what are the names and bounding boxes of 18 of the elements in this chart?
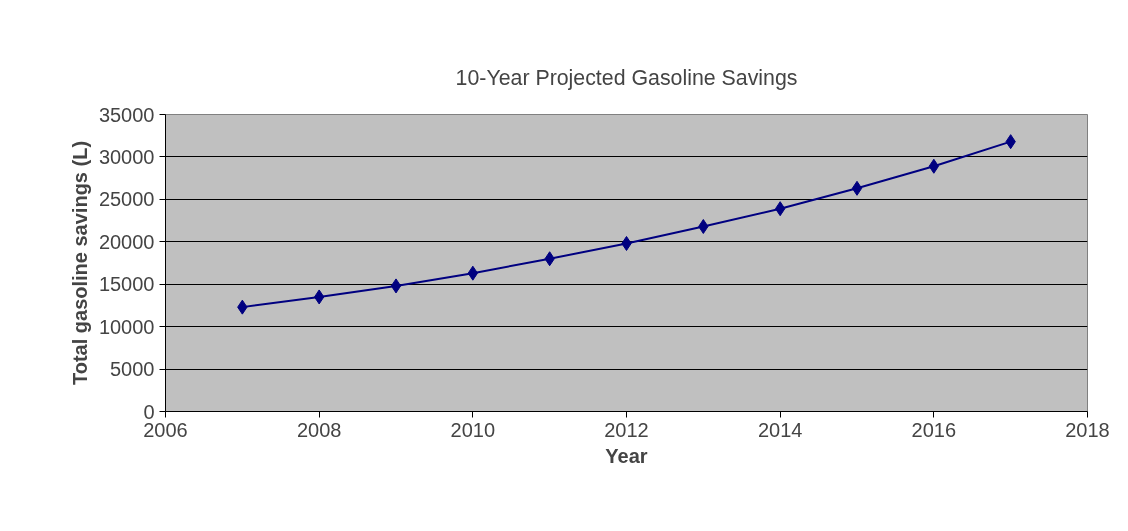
x-tick-label: 2016 (911, 418, 957, 441)
chart-title: 10-Year Projected Gasoline Savings (455, 65, 798, 90)
y-axis-title: Total gasoline savings (L) (68, 140, 91, 386)
x-tick-label: 2010 (450, 418, 496, 441)
x-tick-label: 2018 (1065, 418, 1110, 441)
point (390, 278, 402, 294)
x-tick-label: 2012 (604, 418, 649, 441)
y-tick-label: 25000 (98, 188, 155, 211)
y-tick-label: 30000 (98, 145, 155, 168)
y-tick-label: 20000 (98, 230, 155, 253)
point (851, 180, 863, 196)
y-tick-label: 35000 (98, 103, 155, 126)
y-tick-label: 15000 (98, 273, 155, 296)
x-axis-title: Year (605, 444, 648, 467)
x-tick-label: 2008 (296, 418, 342, 441)
y-tick-label: 10000 (98, 315, 155, 338)
y-tick-label: 5000 (110, 358, 155, 381)
x-tick-label: 2014 (757, 418, 803, 441)
